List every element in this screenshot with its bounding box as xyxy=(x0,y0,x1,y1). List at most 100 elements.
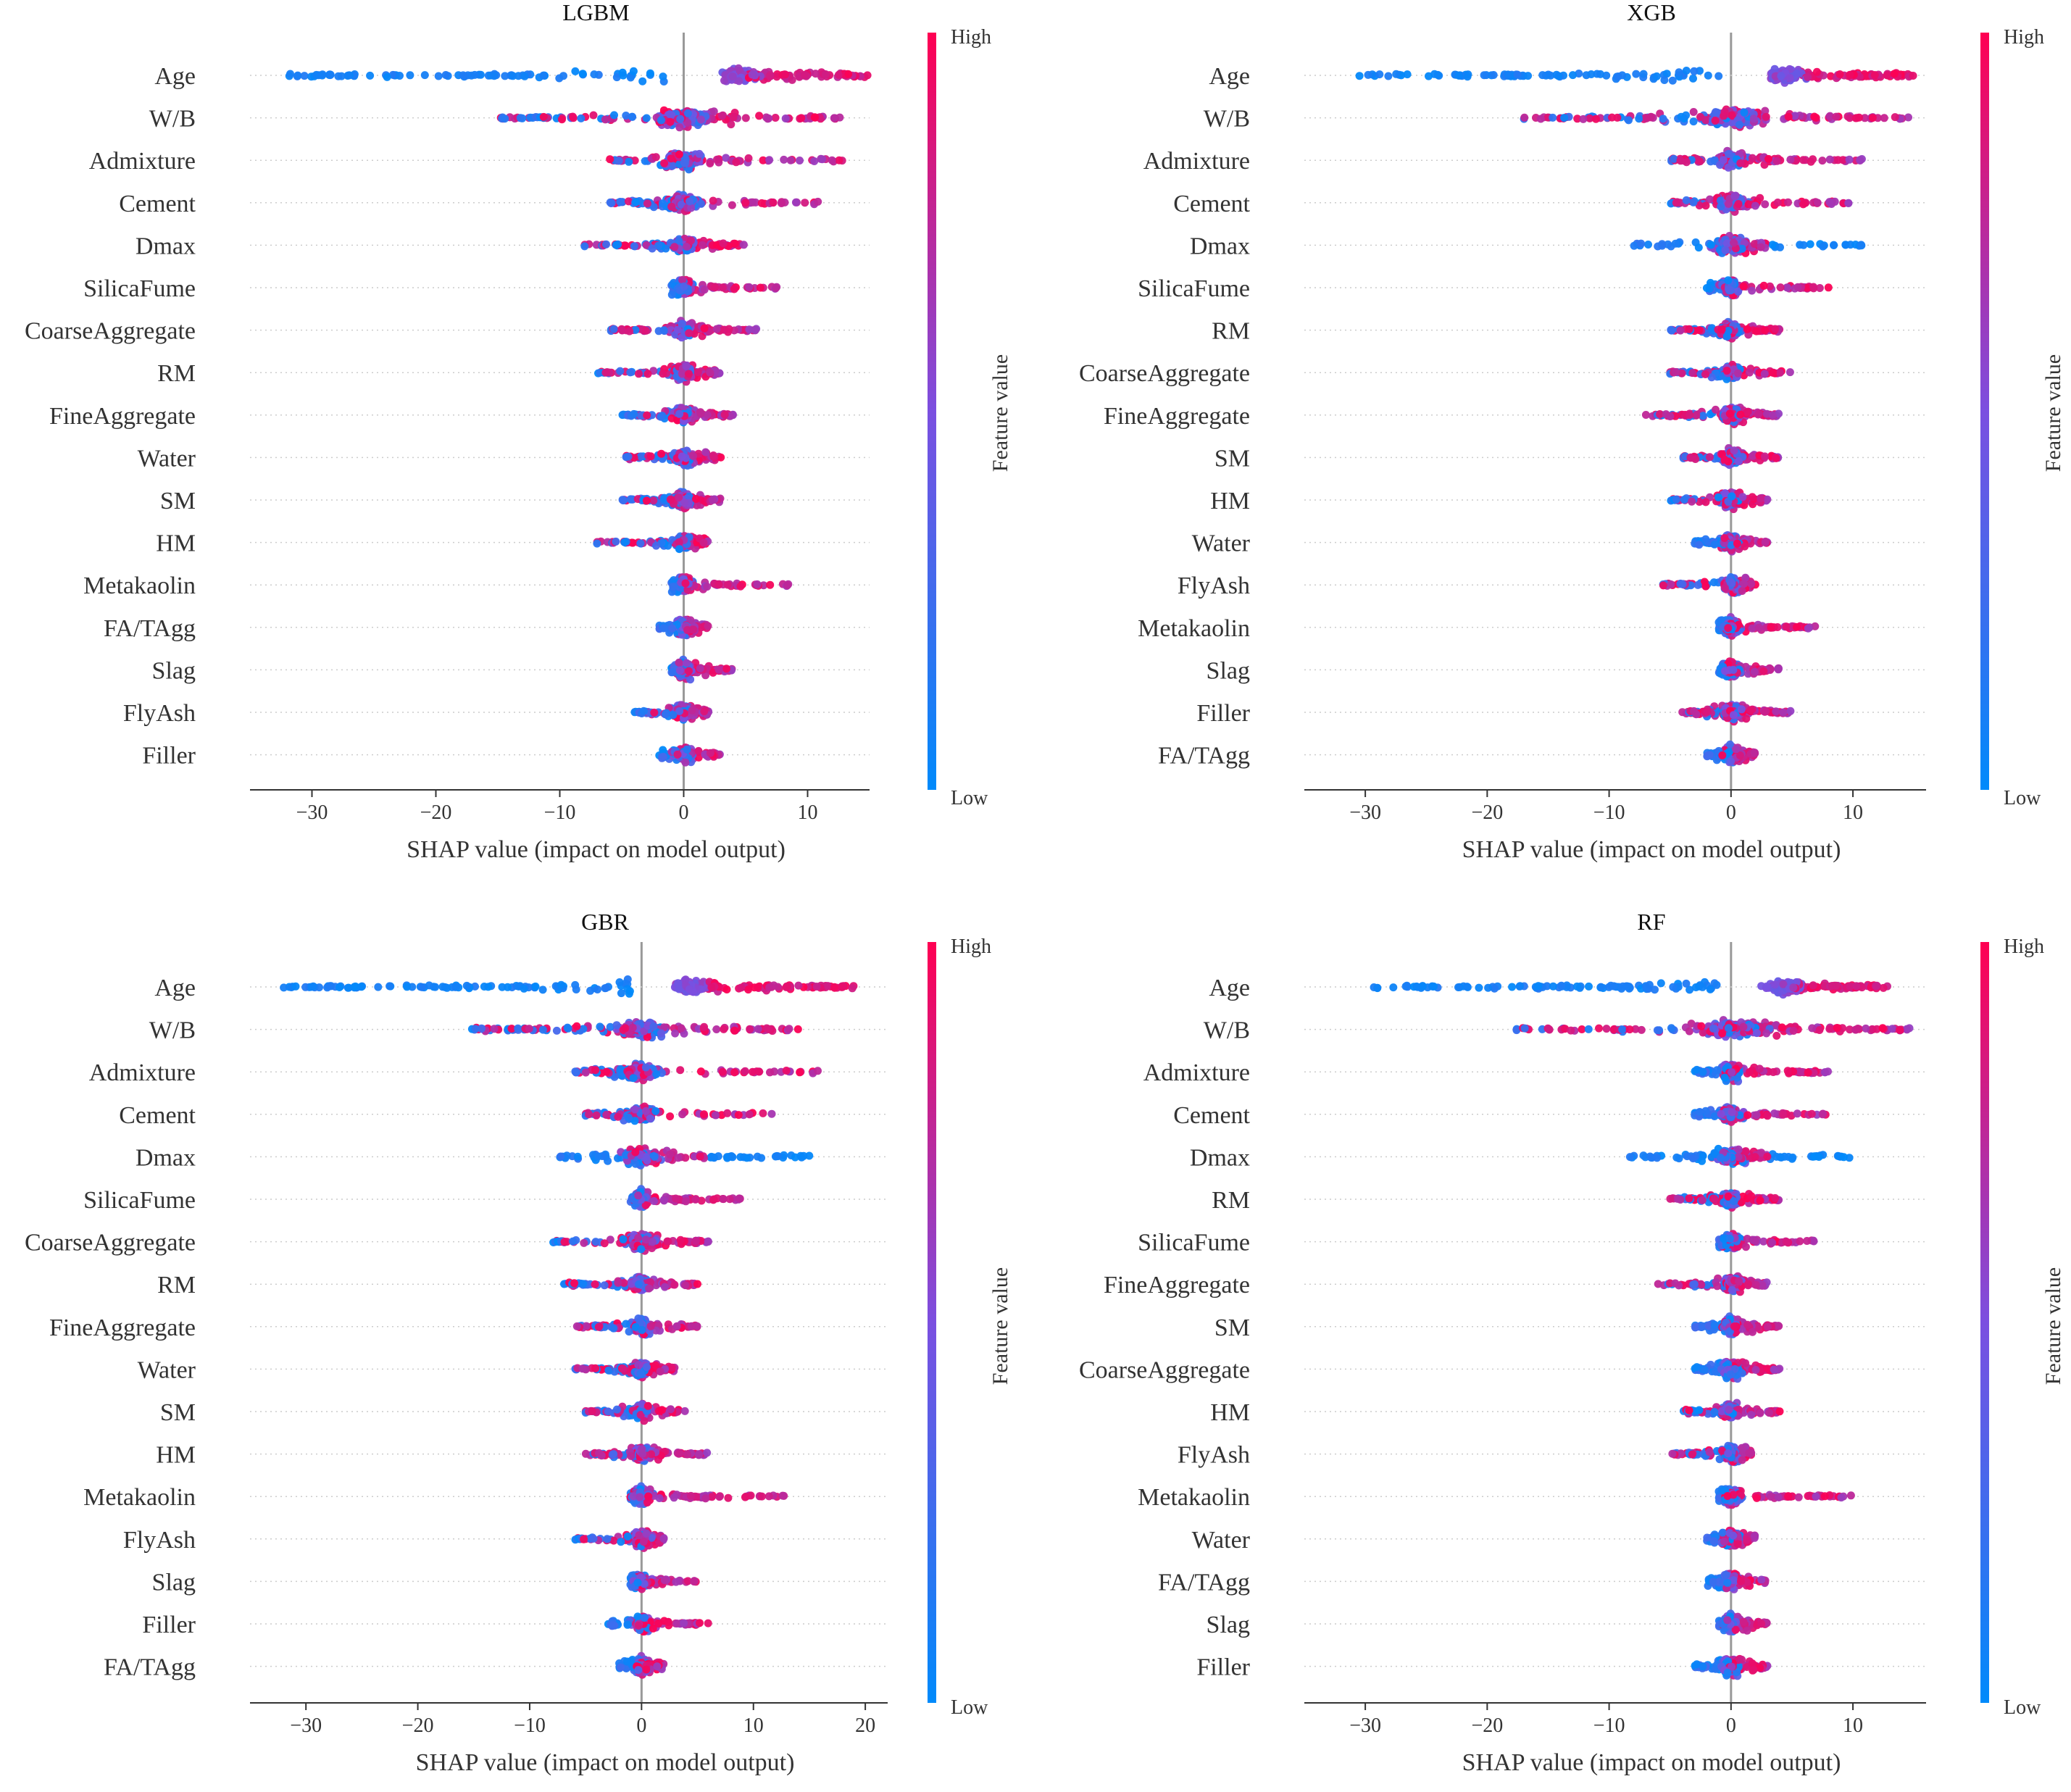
shap-point xyxy=(1764,154,1772,163)
x-tick-label: −30 xyxy=(296,801,328,824)
shap-point xyxy=(1689,198,1698,207)
feature-label: Admixture xyxy=(1143,148,1250,175)
shap-point xyxy=(810,157,819,165)
feature-label: CoarseAggregate xyxy=(1079,360,1250,387)
shap-point xyxy=(1769,368,1778,377)
shap-point xyxy=(1682,67,1691,75)
shap-point xyxy=(612,241,620,249)
shap-point xyxy=(1768,241,1777,249)
feature-dots-admixture xyxy=(1667,146,1866,172)
shap-point xyxy=(1614,72,1622,80)
shap-point xyxy=(810,113,819,122)
shap-point xyxy=(1725,199,1733,208)
shap-point xyxy=(1731,192,1739,200)
shap-point xyxy=(1799,156,1807,164)
shap-point xyxy=(622,112,630,120)
shap-point xyxy=(675,150,683,159)
shap-point xyxy=(1668,76,1677,85)
shap-point xyxy=(648,244,657,253)
shap-point xyxy=(614,157,623,165)
feature-label: Cement xyxy=(119,191,196,217)
shap-point xyxy=(1667,325,1675,334)
x-tick-label: −10 xyxy=(544,801,576,824)
shap-point xyxy=(682,242,691,251)
shap-point xyxy=(1845,155,1854,164)
shap-point xyxy=(1890,70,1899,78)
feature-dots-w-b xyxy=(496,106,844,132)
shap-point xyxy=(676,114,685,123)
shap-point xyxy=(673,750,682,759)
shap-point xyxy=(685,329,693,338)
shap-point xyxy=(1696,157,1704,166)
shap-point xyxy=(1670,154,1678,163)
shap-point xyxy=(1712,108,1720,117)
shap-point xyxy=(780,155,788,164)
shap-point xyxy=(681,579,690,588)
shap-point xyxy=(711,283,720,292)
shap-point xyxy=(741,114,750,122)
shap-point xyxy=(638,77,647,86)
shap-point xyxy=(830,114,838,122)
shap-point xyxy=(649,496,658,505)
shap-point xyxy=(1549,113,1557,122)
shap-point xyxy=(1784,198,1792,207)
shap-point xyxy=(1812,67,1821,76)
shap-point xyxy=(1891,113,1899,122)
shap-point xyxy=(695,149,704,158)
feature-label: SM xyxy=(1214,445,1250,472)
feature-label: Age xyxy=(1209,63,1250,90)
shap-point xyxy=(643,370,652,378)
shap-point xyxy=(665,110,674,119)
x-tick-label: 0 xyxy=(679,801,689,824)
x-tick-label: −20 xyxy=(420,801,452,824)
shap-point xyxy=(834,70,843,79)
shap-point xyxy=(1809,155,1817,164)
shap-point xyxy=(675,658,683,667)
shap-point xyxy=(683,118,692,127)
shap-point xyxy=(675,123,684,132)
feature-dots-rm xyxy=(594,361,724,386)
shap-point xyxy=(772,284,780,292)
shap-point xyxy=(709,107,718,116)
shap-point xyxy=(1520,113,1529,122)
feature-dots-silicafume xyxy=(667,275,781,299)
shap-point xyxy=(683,745,691,754)
shap-point xyxy=(783,581,792,590)
shap-point xyxy=(730,285,738,293)
shap-point xyxy=(1761,200,1770,209)
shap-point xyxy=(757,199,766,207)
shap-point xyxy=(1775,368,1784,377)
shap-point xyxy=(441,71,450,79)
shap-point xyxy=(1909,72,1917,80)
shap-point xyxy=(642,241,651,249)
shap-point xyxy=(641,157,649,165)
feature-dots-age xyxy=(285,64,872,86)
shap-point xyxy=(1685,411,1694,420)
shap-point xyxy=(1856,156,1864,164)
shap-point xyxy=(1745,368,1754,377)
shap-point xyxy=(1659,114,1667,123)
shap-point xyxy=(1463,72,1472,81)
shap-point xyxy=(700,324,709,333)
shap-point xyxy=(701,448,710,457)
shap-point xyxy=(1832,112,1841,121)
shap-point xyxy=(668,162,677,170)
shap-point xyxy=(687,204,696,212)
shap-point xyxy=(616,367,625,375)
shap-point xyxy=(659,326,668,335)
shap-point xyxy=(821,70,830,78)
shap-point xyxy=(1682,196,1691,204)
shap-point xyxy=(1355,72,1364,80)
shap-point xyxy=(689,451,697,460)
feature-dots-metakaolin xyxy=(667,573,793,596)
feature-dots-admixture xyxy=(606,149,846,174)
shap-point xyxy=(675,545,683,554)
shap-point xyxy=(1739,282,1748,291)
shap-point xyxy=(366,71,375,80)
shap-point xyxy=(1868,114,1877,122)
shap-point xyxy=(1635,114,1643,123)
shap-point xyxy=(659,624,668,633)
shap-point xyxy=(643,199,651,208)
shap-point xyxy=(1734,369,1742,378)
shap-point xyxy=(1660,76,1669,84)
